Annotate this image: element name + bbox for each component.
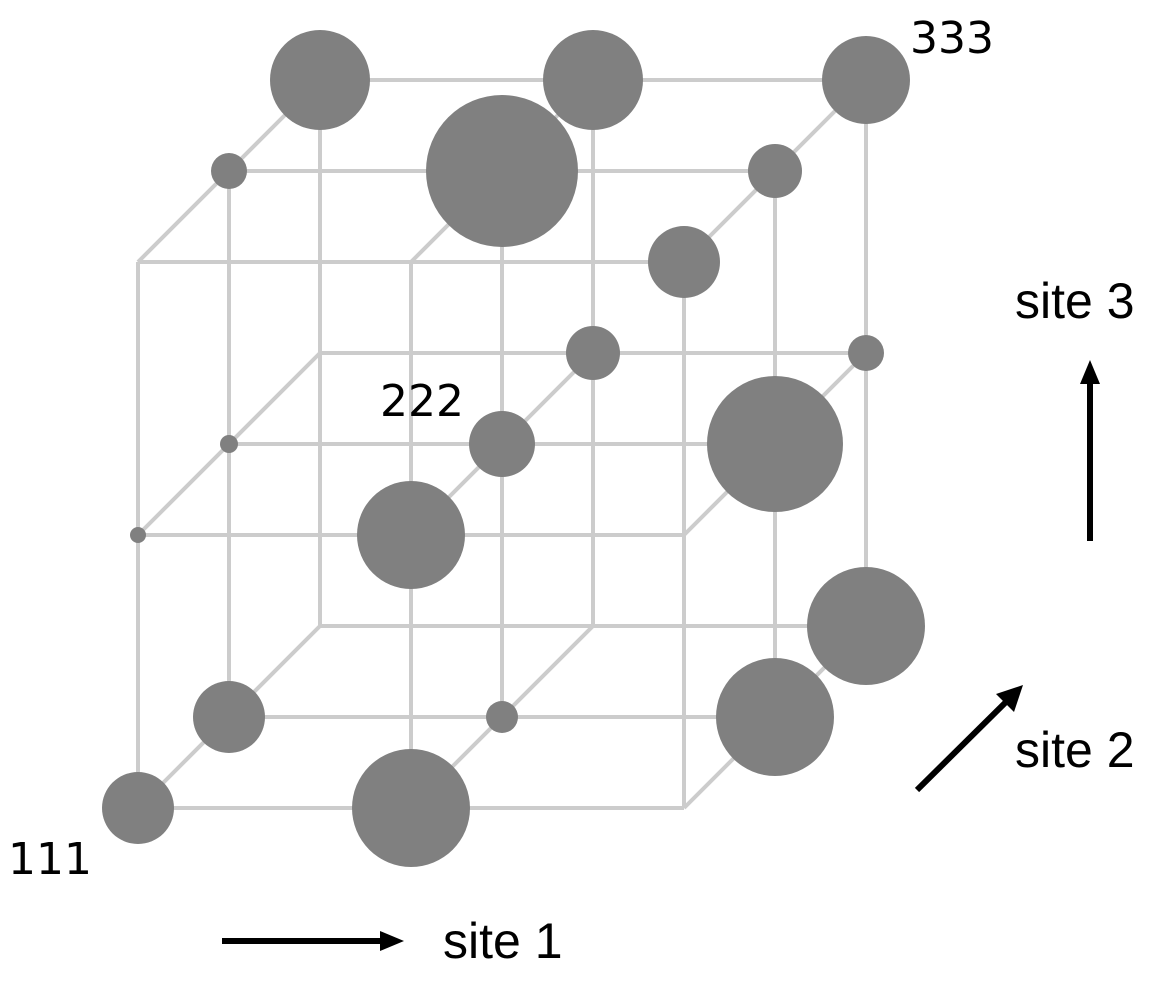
node-233 — [543, 30, 643, 130]
site3-arrow — [1080, 360, 1100, 541]
node-321 — [716, 658, 834, 776]
node-122 — [220, 435, 238, 453]
node-112 — [130, 527, 146, 543]
node-111 — [102, 772, 174, 844]
site2-arrow-head — [996, 685, 1023, 712]
node-323 — [748, 144, 802, 198]
node-123 — [211, 153, 247, 189]
node-333 — [822, 36, 910, 124]
site3-label: site 3 — [1015, 273, 1135, 329]
node-121 — [193, 681, 265, 753]
node-232 — [566, 326, 620, 380]
site1-arrow — [222, 931, 404, 951]
site2-arrow-shaft — [914, 697, 1011, 793]
lattice-nodes — [102, 30, 925, 867]
site3-arrow-head — [1080, 360, 1100, 384]
node-331 — [807, 567, 925, 685]
label-222: 222 — [380, 376, 464, 427]
label-111: 111 — [8, 834, 92, 885]
site1-label: site 1 — [443, 913, 563, 969]
node-223 — [426, 95, 578, 247]
node-133 — [270, 30, 370, 130]
node-211 — [352, 749, 470, 867]
site2-arrow — [914, 685, 1023, 793]
node-322 — [707, 376, 843, 512]
node-222 — [469, 411, 535, 477]
site2-label: site 2 — [1015, 722, 1135, 778]
site1-arrow-head — [380, 931, 404, 951]
node-313 — [648, 226, 720, 298]
node-332 — [848, 335, 884, 371]
label-333: 333 — [910, 13, 994, 64]
node-212 — [357, 481, 465, 589]
node-221 — [486, 701, 518, 733]
